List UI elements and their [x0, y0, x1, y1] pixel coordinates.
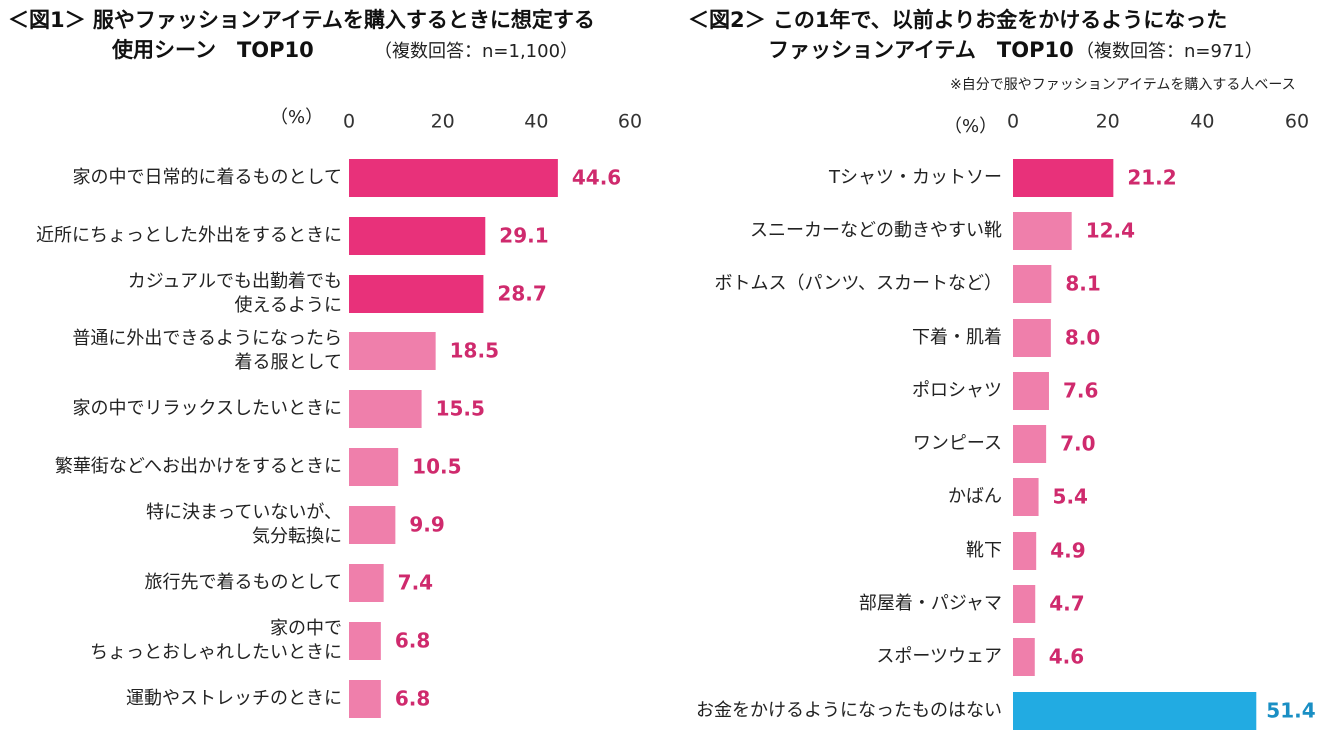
chart2-bar — [1013, 478, 1039, 516]
chart2-value-label: 5.4 — [1053, 485, 1088, 509]
chart2-category-label: ワンピース — [913, 433, 1002, 454]
chart2-category-label: スポーツウェア — [876, 646, 1002, 667]
chart1-category-label: 運動やストレッチのときに — [126, 688, 342, 709]
chart2-category-label: ボトムス（パンツ、スカートなど） — [715, 273, 1002, 294]
chart1-category-label: 家の中で日常的に着るものとして — [73, 167, 342, 188]
chart2-value-label: 4.9 — [1050, 539, 1085, 563]
chart1-value-label: 18.5 — [450, 339, 499, 363]
chart2-category-label: ポロシャツ — [912, 380, 1002, 401]
chart2-bar — [1013, 532, 1037, 570]
chart1-unit-label: （%） — [270, 107, 324, 128]
chart1-value-label: 44.6 — [572, 166, 621, 190]
chart1-bar — [349, 390, 422, 428]
chart1-bar — [349, 622, 381, 660]
chart1-value-label: 15.5 — [436, 397, 485, 421]
chart2-bar — [1013, 372, 1049, 410]
chart2-tick-label: 60 — [1285, 111, 1309, 133]
chart2-bar — [1013, 212, 1072, 250]
chart2-note: ※自分で服やファッションアイテムを購入する人ベース — [950, 77, 1296, 93]
chart2-tick-label: 0 — [1007, 111, 1019, 133]
chart1-category-label: 近所にちょっとした外出をするときに — [36, 225, 342, 246]
chart2-category-label: スニーカーなどの動きやすい靴 — [750, 220, 1002, 241]
chart2-tick-label: 40 — [1190, 111, 1214, 133]
chart2-category-label: かばん — [948, 486, 1002, 507]
chart1-bar — [349, 217, 486, 255]
chart1-bar — [349, 332, 436, 370]
chart2-value-label: 4.6 — [1049, 645, 1084, 669]
chart1-title-line2: 使用シーン TOP10 — [112, 38, 314, 62]
chart2-title-line1: ＜図2＞ この1年で、以前よりお金をかけるようになった — [688, 8, 1228, 32]
chart1-tick-label: 60 — [618, 111, 642, 133]
chart1-bar — [349, 448, 399, 486]
chart1-value-label: 28.7 — [497, 282, 546, 306]
chart2-value-label: 7.6 — [1063, 379, 1098, 403]
chart2-category-label: お金をかけるようになったものはない — [696, 700, 1002, 721]
chart2-category-label: 下着・肌着 — [912, 327, 1002, 348]
chart1-tick-label: 0 — [343, 111, 355, 133]
chart2-bar — [1013, 692, 1257, 730]
chart1-tick-label: 40 — [524, 111, 548, 133]
chart1-value-label: 9.9 — [409, 513, 444, 537]
chart1-bar — [349, 506, 396, 544]
chart1-bar — [349, 159, 558, 197]
chart1-category-label: 繁華街などへお出かけをするときに — [55, 456, 342, 477]
chart1-category-label: 普通に外出できるようになったら着る服として — [72, 328, 342, 373]
chart1-category-label: 家の中でちょっとおしゃれしたいときに — [90, 618, 342, 663]
chart2-value-label: 21.2 — [1127, 166, 1176, 190]
chart1-value-label: 10.5 — [412, 455, 461, 479]
chart1-tick-label: 20 — [431, 111, 455, 133]
chart2-value-label: 7.0 — [1060, 432, 1095, 456]
chart2-bar — [1013, 638, 1035, 676]
chart2-value-label: 51.4 — [1266, 699, 1315, 723]
chart2-category-label: 靴下 — [966, 540, 1002, 561]
chart1-category-label: 旅行先で着るものとして — [145, 572, 342, 593]
chart2-value-label: 12.4 — [1086, 219, 1135, 243]
chart1-title-line1: ＜図1＞ 服やファッションアイテムを購入するときに想定する — [8, 8, 595, 32]
chart2-bar — [1013, 425, 1047, 463]
chart1-value-label: 6.8 — [395, 687, 430, 711]
chart2-bar — [1013, 265, 1052, 303]
chart2-subtitle: （複数回答：n=971） — [1076, 41, 1263, 62]
chart1-value-label: 29.1 — [499, 224, 548, 248]
chart2-value-label: 8.1 — [1065, 272, 1100, 296]
chart2-unit-label: （%） — [944, 116, 998, 137]
chart2-value-label: 4.7 — [1049, 592, 1084, 616]
chart2-bar — [1013, 159, 1114, 197]
chart2-bar — [1013, 585, 1036, 623]
chart1-category-label: カジュアルでも出勤着でも使えるように — [128, 271, 342, 316]
chart1-bar — [349, 680, 381, 718]
chart2-tick-label: 20 — [1096, 111, 1120, 133]
chart1-bar — [349, 275, 484, 313]
chart1-value-label: 6.8 — [395, 629, 430, 653]
chart1-category-label: 特に決まっていないが、気分転換に — [146, 502, 342, 547]
chart2-bar — [1013, 319, 1051, 357]
chart2-title-line2: ファッションアイテム TOP10 — [768, 38, 1074, 62]
chart2-value-label: 8.0 — [1065, 326, 1100, 350]
chart1-category-label: 家の中でリラックスしたいときに — [73, 398, 342, 419]
chart1-subtitle: （複数回答：n=1,100） — [374, 41, 579, 62]
chart2-category-label: 部屋着・パジャマ — [859, 593, 1002, 614]
chart1-value-label: 7.4 — [398, 571, 433, 595]
chart2-category-label: Tシャツ・カットソー — [828, 167, 1002, 188]
chart1-bar — [349, 564, 384, 602]
